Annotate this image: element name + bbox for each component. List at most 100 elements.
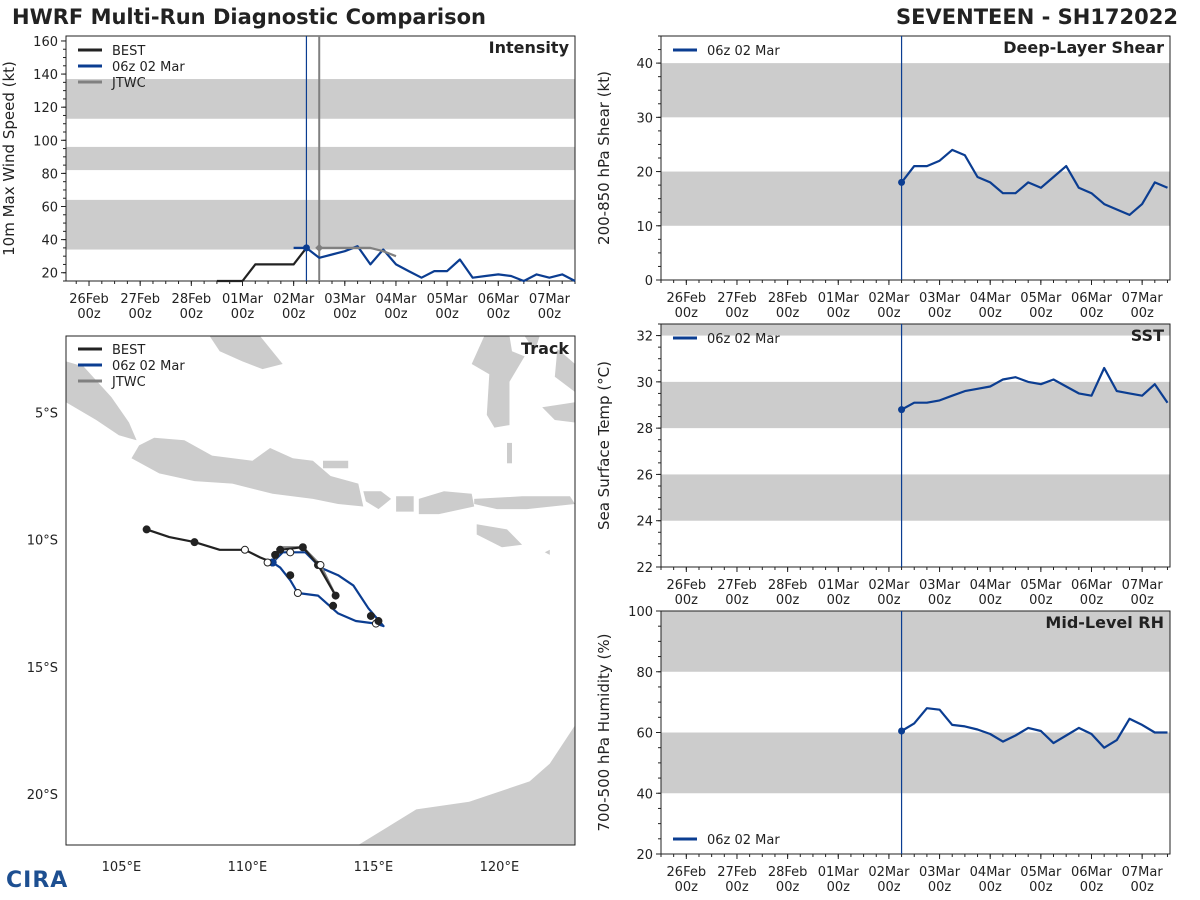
x-tick-label-hour: 00z bbox=[384, 307, 408, 322]
x-tick-label-hour: 00z bbox=[487, 307, 511, 322]
x-tick-label-hour: 00z bbox=[1080, 880, 1104, 895]
x-tick-label-date: 04Mar bbox=[970, 291, 1012, 306]
track-marker bbox=[374, 617, 383, 626]
y-axis-label: 700-500 hPa Humidity (%) bbox=[595, 633, 613, 831]
intensity-panel: 2040608010012014016026Feb00z27Feb00z28Fe… bbox=[0, 35, 576, 322]
land-shape bbox=[544, 549, 550, 555]
lon-tick-label: 110°E bbox=[228, 860, 268, 875]
legend-label: 06z 02 Mar bbox=[112, 359, 185, 374]
x-tick-label-date: 05Mar bbox=[427, 292, 469, 307]
land-shape bbox=[323, 460, 349, 469]
land-shape bbox=[524, 336, 540, 352]
x-tick-label-hour: 00z bbox=[231, 307, 255, 322]
panel-title: Track bbox=[521, 339, 569, 358]
panel-title: Mid-Level RH bbox=[1045, 613, 1164, 632]
x-tick-label-date: 07Mar bbox=[1122, 865, 1164, 880]
x-tick-label-hour: 00z bbox=[928, 306, 952, 321]
shaded-band bbox=[661, 63, 1170, 118]
y-tick-label: 20 bbox=[636, 848, 653, 863]
x-tick-label-hour: 00z bbox=[77, 307, 101, 322]
x-tick-label-date: 06Mar bbox=[1071, 578, 1113, 593]
track-marker bbox=[331, 591, 340, 600]
y-axis-label: Sea Surface Temp (°C) bbox=[595, 361, 613, 530]
init-marker bbox=[302, 244, 310, 252]
land-masses bbox=[66, 336, 575, 845]
panel-title: Intensity bbox=[489, 38, 570, 57]
series-line bbox=[901, 366, 1169, 411]
x-tick-label-date: 27Feb bbox=[717, 578, 757, 593]
x-tick-label-date: 26Feb bbox=[667, 865, 707, 880]
land-shape bbox=[471, 336, 525, 428]
x-tick-label-hour: 00z bbox=[928, 880, 952, 895]
y-axis-label: 10m Max Wind Speed (kt) bbox=[0, 61, 18, 256]
land-shape bbox=[358, 725, 575, 845]
init-marker bbox=[898, 727, 906, 735]
x-tick-label-hour: 00z bbox=[877, 306, 901, 321]
x-tick-label-date: 01Mar bbox=[818, 578, 860, 593]
x-tick-label-date: 04Mar bbox=[970, 865, 1012, 880]
x-tick-label-date: 01Mar bbox=[818, 865, 860, 880]
track-marker bbox=[276, 545, 285, 554]
series-line bbox=[293, 245, 576, 283]
land-shape bbox=[131, 437, 364, 507]
track-marker bbox=[286, 571, 295, 580]
init-marker bbox=[898, 406, 906, 414]
land-shape bbox=[396, 496, 414, 512]
shaded-band bbox=[661, 381, 1170, 429]
land-shape bbox=[476, 524, 523, 548]
x-tick-label-hour: 00z bbox=[675, 593, 699, 608]
y-tick-label: 26 bbox=[636, 468, 653, 483]
jtwc-init-marker bbox=[315, 243, 324, 252]
x-tick-label-hour: 00z bbox=[776, 306, 800, 321]
y-tick-label: 40 bbox=[636, 57, 653, 72]
x-tick-label-date: 02Mar bbox=[868, 865, 910, 880]
x-tick-label-hour: 00z bbox=[979, 306, 1003, 321]
x-tick-label-date: 03Mar bbox=[919, 865, 961, 880]
x-tick-label-date: 03Mar bbox=[919, 291, 961, 306]
x-tick-label-hour: 00z bbox=[827, 880, 851, 895]
cira-logo: CIRA bbox=[6, 868, 69, 893]
lon-tick-label: 120°E bbox=[480, 860, 520, 875]
series-line bbox=[900, 148, 1168, 216]
lat-tick-label: 15°S bbox=[27, 661, 58, 676]
x-tick-label-date: 03Mar bbox=[324, 292, 366, 307]
x-tick-label-date: 06Mar bbox=[478, 292, 520, 307]
series-line bbox=[901, 707, 1168, 749]
page-title: HWRF Multi-Run Diagnostic Comparison bbox=[12, 5, 487, 29]
x-tick-label-hour: 00z bbox=[725, 306, 749, 321]
x-tick-label-date: 05Mar bbox=[1020, 865, 1062, 880]
y-tick-label: 30 bbox=[636, 111, 653, 126]
track-marker bbox=[190, 538, 199, 547]
plot-frame bbox=[65, 335, 576, 846]
plot-frame bbox=[65, 35, 576, 282]
x-tick-label-date: 26Feb bbox=[69, 292, 109, 307]
shear-panel: 01020304026Feb00z27Feb00z28Feb00z01Mar00… bbox=[595, 35, 1171, 321]
x-tick-label-hour: 00z bbox=[435, 307, 459, 322]
y-tick-label: 30 bbox=[636, 376, 653, 391]
shaded-band bbox=[661, 474, 1170, 521]
x-tick-label-date: 03Mar bbox=[919, 578, 961, 593]
track-marker bbox=[298, 543, 307, 552]
land-shape bbox=[507, 442, 512, 464]
y-tick-label: 32 bbox=[636, 330, 653, 345]
y-tick-label: 60 bbox=[41, 201, 58, 216]
y-tick-label: 60 bbox=[636, 727, 653, 742]
x-tick-label-date: 28Feb bbox=[768, 291, 808, 306]
lat-tick-label: 5°S bbox=[35, 406, 58, 421]
x-tick-label-hour: 00z bbox=[1080, 306, 1104, 321]
x-tick-label-hour: 00z bbox=[827, 593, 851, 608]
x-tick-label-hour: 00z bbox=[675, 306, 699, 321]
track-marker bbox=[316, 561, 325, 570]
x-tick-label-hour: 00z bbox=[979, 880, 1003, 895]
y-tick-label: 80 bbox=[636, 666, 653, 681]
x-tick-label-hour: 00z bbox=[877, 593, 901, 608]
x-tick-label-date: 27Feb bbox=[717, 865, 757, 880]
track-marker bbox=[366, 611, 375, 620]
legend-label: 06z 02 Mar bbox=[112, 60, 185, 75]
plot-frame bbox=[660, 323, 1171, 568]
x-tick-label-hour: 00z bbox=[282, 307, 306, 322]
shaded-band bbox=[661, 732, 1170, 794]
rh-panel: 2040608010026Feb00z27Feb00z28Feb00z01Mar… bbox=[595, 605, 1171, 895]
x-tick-label-hour: 00z bbox=[1080, 593, 1104, 608]
x-tick-label-hour: 00z bbox=[1130, 880, 1154, 895]
